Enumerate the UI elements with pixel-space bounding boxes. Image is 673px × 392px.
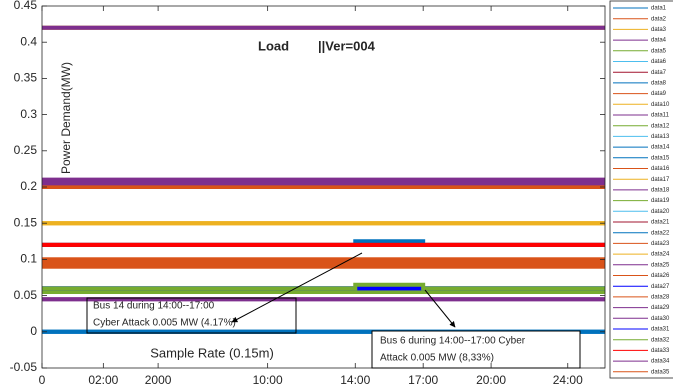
y-tick-label: 0.15: [14, 215, 38, 229]
legend-label: data33: [651, 348, 670, 354]
x-tick-label: 02:00: [88, 373, 118, 387]
x-tick-label: 20:00: [476, 373, 506, 387]
annotation-text: Bus 14 during 14:00--17:00: [93, 301, 215, 312]
y-tick-label: 0.4: [20, 34, 37, 48]
y-tick-label: 0.2: [20, 179, 37, 193]
annotation-text: Attack 0.005 MW (8,33%): [380, 353, 494, 364]
legend-label: data24: [651, 252, 670, 258]
annotation-text: Bus 6 during 14:00--17:00 Cyber: [380, 336, 526, 347]
legend-label: data20: [651, 209, 670, 215]
annotation-box: [371, 330, 581, 369]
legend-label: data28: [651, 294, 670, 300]
legend-label: data15: [651, 155, 670, 161]
chart-title: Load: [258, 38, 289, 53]
legend-label: data9: [651, 91, 667, 97]
x-tick-label: 0: [39, 373, 46, 387]
annotation-arrow: [424, 289, 456, 328]
legend-label: data6: [651, 59, 667, 65]
legend: data1 data2 data3 data4 data5 data6 data7 data8…: [609, 0, 673, 379]
x-tick-label: 10:00: [253, 373, 283, 387]
legend-label: data8: [651, 80, 667, 86]
legend-label: data23: [651, 241, 670, 247]
legend-label: data25: [651, 262, 670, 268]
legend-label: data7: [651, 70, 667, 76]
legend-label: data17: [651, 177, 670, 183]
legend-label: data31: [651, 327, 670, 333]
y-tick-label: 0.1: [20, 252, 37, 266]
y-tick-label: 0.35: [14, 71, 38, 85]
annotation-text: Cyber Attack 0.005 MW (4.17%): [93, 318, 236, 329]
x-tick-label: 14:00: [340, 373, 370, 387]
legend-label: data34: [651, 359, 670, 365]
legend-label: data29: [651, 305, 670, 311]
legend-label: data1: [651, 6, 667, 12]
legend-label: data27: [651, 284, 670, 290]
y-tick-label: 0.05: [14, 288, 38, 302]
y-tick-label: 0.45: [14, 0, 38, 12]
x-tick-label: 17:00: [408, 373, 438, 387]
y-tick-label: 0: [30, 324, 37, 338]
series-line: [42, 282, 605, 291]
legend-label: data4: [651, 38, 667, 44]
y-axis-label: Power Demand(MW): [59, 62, 73, 174]
x-tick-label: 24:00: [553, 373, 583, 387]
y-tick-label: 0.25: [14, 143, 38, 157]
y-tick-label: -0.05: [10, 360, 38, 374]
annotation-arrow: [231, 252, 363, 323]
legend-label: data32: [651, 337, 670, 343]
legend-label: data35: [651, 369, 670, 375]
legend-label: data26: [651, 273, 670, 279]
legend-label: data14: [651, 145, 670, 151]
legend-label: data10: [651, 102, 670, 108]
legend-label: data22: [651, 230, 670, 236]
legend-label: data13: [651, 134, 670, 140]
legend-label: data30: [651, 316, 670, 322]
legend-label: data12: [651, 123, 670, 129]
legend-label: data11: [651, 113, 670, 119]
x-tick-label: 2000: [145, 373, 172, 387]
legend-label: data19: [651, 198, 670, 204]
y-tick-label: 0.3: [20, 107, 37, 121]
legend-label: data21: [651, 220, 670, 226]
x-axis-label: Sample Rate (0.15m): [150, 345, 274, 360]
legend-label: data2: [651, 16, 667, 22]
legend-label: data16: [651, 166, 670, 172]
legend-label: data3: [651, 27, 667, 33]
annotation-box: [86, 297, 297, 334]
chart-subtitle: ||Ver=004: [318, 38, 376, 53]
legend-label: data18: [651, 187, 670, 193]
legend-label: data5: [651, 48, 667, 54]
